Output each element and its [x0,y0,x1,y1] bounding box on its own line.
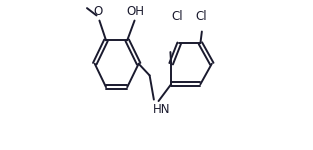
Text: Cl: Cl [171,10,183,23]
Text: HN: HN [152,103,170,116]
Text: O: O [93,5,103,18]
Text: Cl: Cl [195,10,207,23]
Text: OH: OH [126,5,144,18]
